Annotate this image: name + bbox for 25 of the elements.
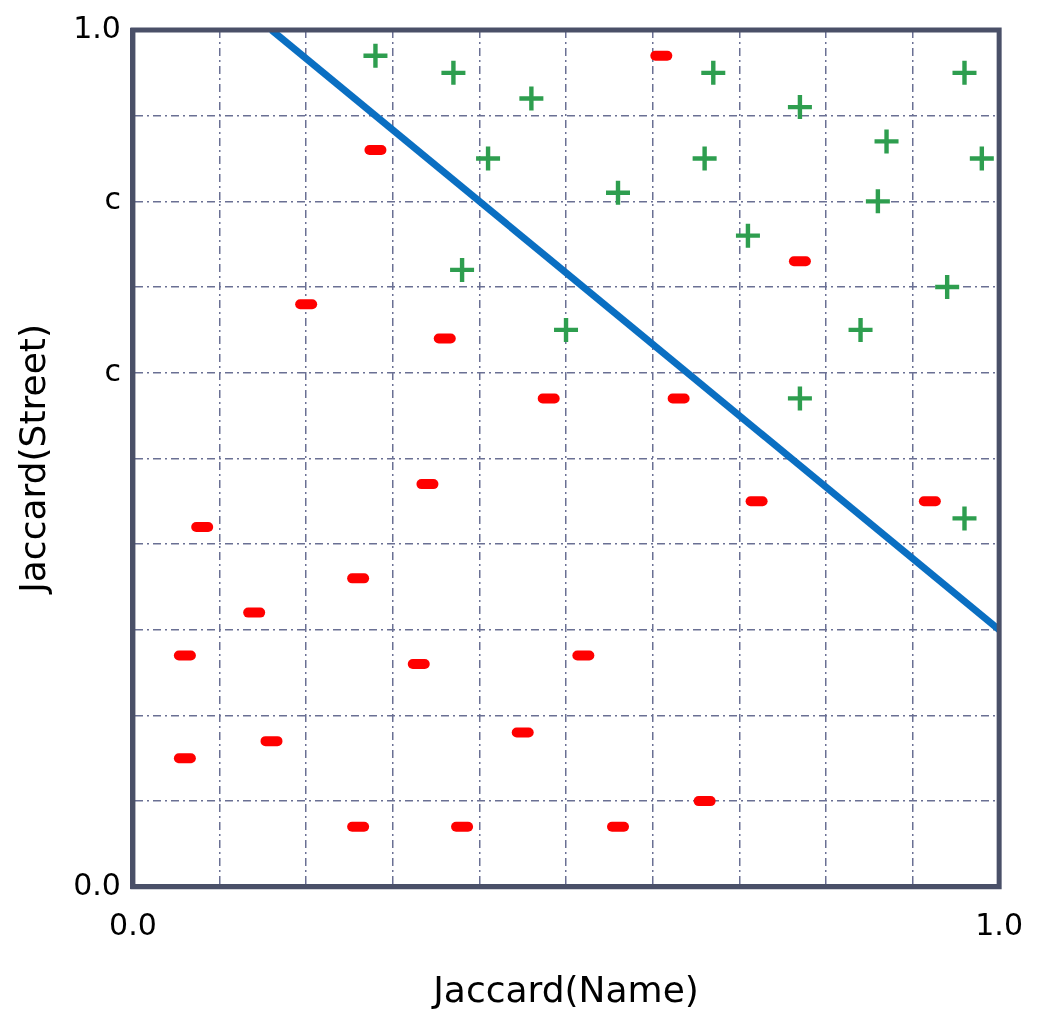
point — [865, 189, 890, 214]
point — [787, 95, 812, 120]
point — [554, 317, 579, 342]
point — [935, 275, 960, 300]
point — [363, 43, 388, 68]
y-axis-title: Jaccard(Street) — [11, 323, 53, 595]
point — [450, 257, 475, 282]
point — [787, 386, 812, 411]
y-tick-label: 1.0 — [73, 9, 121, 45]
point — [848, 317, 873, 342]
point — [692, 146, 717, 171]
point — [952, 60, 977, 85]
point — [476, 146, 501, 171]
point — [701, 60, 726, 85]
point — [606, 180, 630, 205]
y-tick-label: 0.0 — [73, 866, 121, 902]
point — [441, 60, 466, 85]
y-tick-label: c — [104, 181, 121, 217]
point — [874, 129, 899, 154]
point — [519, 86, 544, 111]
x-axis-title: Jaccard(Name) — [431, 968, 699, 1010]
point — [969, 146, 994, 171]
point — [952, 506, 977, 531]
point — [735, 223, 760, 248]
y-tick-label: c — [104, 352, 121, 388]
